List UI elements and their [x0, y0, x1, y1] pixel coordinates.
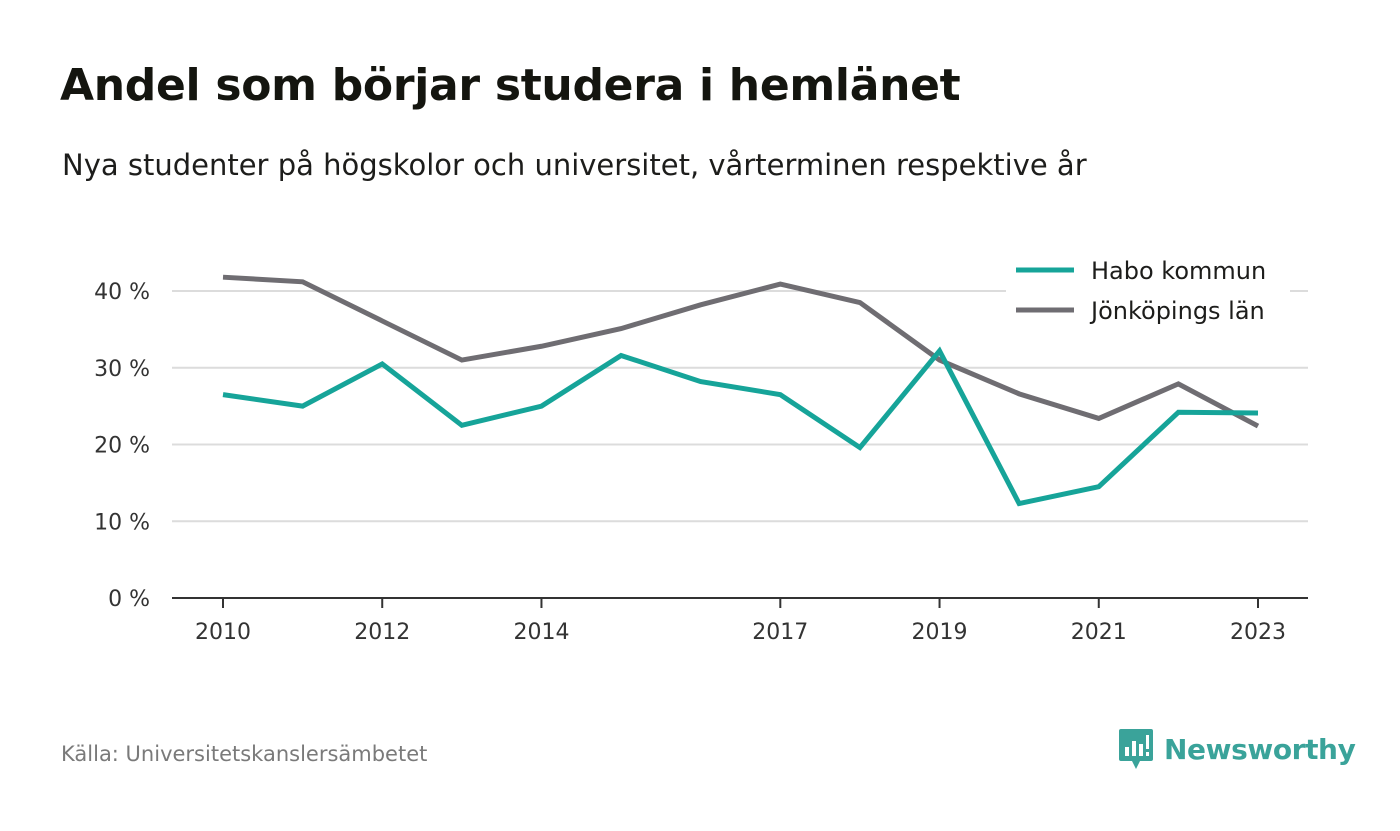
x-tick-label: 2010	[195, 620, 251, 645]
x-tick-label: 2019	[912, 620, 968, 645]
y-tick-label: 10 %	[94, 510, 150, 535]
x-tick-label: 2012	[354, 620, 410, 645]
x-tick-label: 2017	[752, 620, 808, 645]
series-lines	[222, 274, 1260, 507]
legend-label: Jönköpings län	[1089, 297, 1265, 325]
y-tick-label: 40 %	[94, 280, 150, 305]
legend: Habo kommun Jönköpings län	[1006, 250, 1290, 332]
x-axis: 2010 2012 2014 2017 2019 2021 2023	[172, 597, 1308, 645]
newsworthy-logo-icon	[1119, 729, 1153, 769]
brand-name: Newsworthy	[1164, 732, 1356, 766]
y-tick-label: 0 %	[108, 587, 150, 612]
line-chart: 0 % 10 % 20 % 30 % 40 % 2010 2012 2014 2017 2019…	[94, 250, 1308, 645]
y-tick-label: 30 %	[94, 357, 150, 382]
x-tick-label: 2014	[513, 620, 569, 645]
y-tick-label: 20 %	[94, 434, 150, 459]
brand-logo[interactable]: Newsworthy	[1118, 727, 1356, 771]
series-line-habo-kommun	[222, 346, 1259, 507]
x-tick-label: 2023	[1230, 620, 1286, 645]
y-axis-ticks: 0 % 10 % 20 % 30 % 40 %	[94, 280, 150, 612]
legend-label: Habo kommun	[1091, 257, 1266, 285]
x-tick-label: 2021	[1071, 620, 1127, 645]
source-note: Källa: Universitetskanslersämbetet	[61, 742, 428, 766]
chart-subtitle: Nya studenter på högskolor och universit…	[62, 148, 1087, 182]
series-line-jonkopings-lan	[222, 274, 1260, 429]
chart-title: Andel som börjar studera i hemlänet	[60, 60, 961, 111]
legend-background	[1006, 250, 1290, 332]
